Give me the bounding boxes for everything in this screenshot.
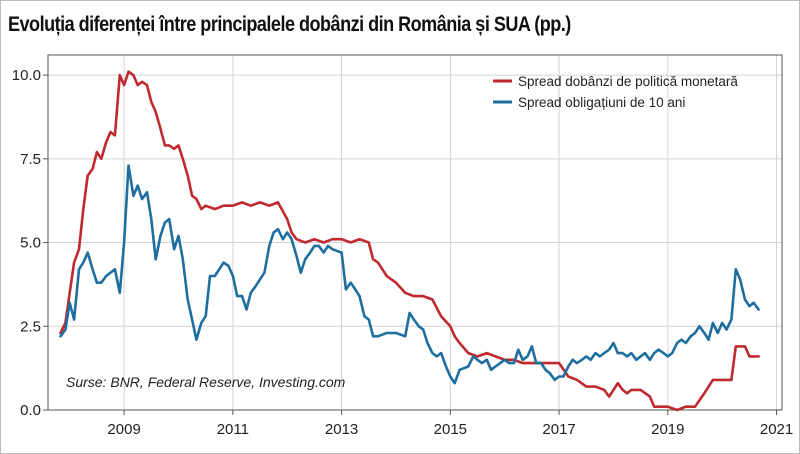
x-tick-label: 2015 [434, 421, 467, 438]
y-tick-label: 2.5 [20, 318, 41, 335]
x-tick-label: 2019 [651, 421, 684, 438]
x-tick-label: 2013 [325, 421, 358, 438]
y-tick-label: 0.0 [20, 402, 41, 419]
y-tick-label: 10.0 [12, 67, 41, 84]
x-tick-label: 2009 [107, 421, 140, 438]
y-tick-label: 5.0 [20, 235, 41, 252]
plot-area [47, 54, 783, 411]
legend: Spread dobânzi de politică monetară Sprea… [493, 74, 738, 110]
x-tick-label: 2021 [760, 421, 793, 438]
source-note: Surse: BNR, Federal Reserve, Investing.c… [66, 374, 346, 390]
chart-title: Evoluția diferenței între principalele d… [8, 13, 571, 36]
x-tick-label: 2011 [217, 421, 249, 438]
legend-label: Spread obligațiuni de 10 ani [518, 95, 685, 110]
policy-rate-spread-line [59, 70, 760, 412]
bond-yield-spread-line [59, 164, 760, 385]
legend-label: Spread dobânzi de politică monetară [518, 74, 738, 89]
y-tick-label: 7.5 [20, 151, 41, 168]
axis-ticks: 0.0 2.5 5.0 7.5 10.0 2009 2011 2013 2015 2017 2019… [12, 67, 793, 438]
series-layer [59, 70, 760, 412]
x-tick-label: 2017 [542, 421, 575, 438]
grid-lines [48, 55, 782, 411]
